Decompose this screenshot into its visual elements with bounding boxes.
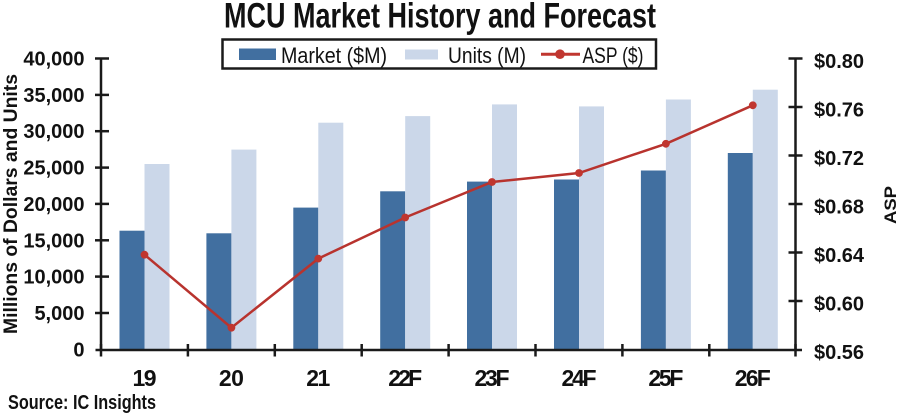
svg-text:Market ($M): Market ($M) [281,43,387,68]
svg-text:35,000: 35,000 [23,85,84,107]
svg-text:20: 20 [219,365,244,391]
svg-text:$0.76: $0.76 [814,100,864,122]
svg-text:26F: 26F [735,365,771,391]
svg-text:$0.56: $0.56 [814,342,864,364]
svg-text:Source: IC Insights: Source: IC Insights [8,392,156,413]
svg-text:$0.60: $0.60 [814,294,864,316]
svg-text:23F: 23F [475,365,510,391]
svg-text:MCU Market History and Forecas: MCU Market History and Forecast [224,0,656,36]
svg-text:22F: 22F [388,365,422,391]
svg-text:25,000: 25,000 [23,158,84,180]
svg-text:0: 0 [73,339,84,361]
svg-text:$0.64: $0.64 [814,245,865,267]
svg-text:24F: 24F [562,365,597,391]
svg-text:Millions of Dollars and Units: Millions of Dollars and Units [1,74,22,334]
svg-text:20,000: 20,000 [23,194,84,216]
svg-text:10,000: 10,000 [23,267,84,289]
svg-text:$0.72: $0.72 [814,148,864,170]
svg-text:40,000: 40,000 [23,49,84,71]
svg-text:Units (M): Units (M) [448,43,526,68]
svg-text:15,000: 15,000 [23,230,84,252]
svg-text:$0.80: $0.80 [814,51,864,73]
svg-text:ASP: ASP [881,186,898,224]
svg-text:19: 19 [133,365,157,391]
svg-text:$0.68: $0.68 [814,197,864,219]
svg-text:25F: 25F [648,365,683,391]
svg-text:30,000: 30,000 [23,121,84,143]
svg-text:ASP ($): ASP ($) [583,43,644,68]
svg-text:5,000: 5,000 [34,303,84,325]
svg-text:21: 21 [306,365,330,391]
